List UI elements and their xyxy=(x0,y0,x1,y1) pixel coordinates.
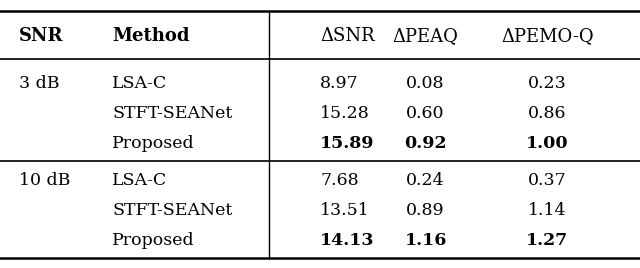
Text: ΔPEMO-Q: ΔPEMO-Q xyxy=(501,27,593,45)
Text: 0.92: 0.92 xyxy=(404,135,447,152)
Text: 15.89: 15.89 xyxy=(320,135,374,152)
Text: 0.89: 0.89 xyxy=(406,202,445,219)
Text: STFT-SEANet: STFT-SEANet xyxy=(112,105,232,122)
Text: ΔPEAQ: ΔPEAQ xyxy=(393,27,458,45)
Text: 0.23: 0.23 xyxy=(528,75,566,92)
Text: 10 dB: 10 dB xyxy=(19,172,70,189)
Text: SNR: SNR xyxy=(19,27,64,45)
Text: LSA-C: LSA-C xyxy=(112,172,167,189)
Text: 13.51: 13.51 xyxy=(320,202,370,219)
Text: 0.08: 0.08 xyxy=(406,75,445,92)
Text: 1.00: 1.00 xyxy=(526,135,568,152)
Text: 1.14: 1.14 xyxy=(528,202,566,219)
Text: 1.27: 1.27 xyxy=(526,232,568,250)
Text: 14.13: 14.13 xyxy=(320,232,374,250)
Text: 0.37: 0.37 xyxy=(528,172,566,189)
Text: Proposed: Proposed xyxy=(112,232,195,250)
Text: 15.28: 15.28 xyxy=(320,105,370,122)
Text: 7.68: 7.68 xyxy=(320,172,358,189)
Text: Proposed: Proposed xyxy=(112,135,195,152)
Text: 3 dB: 3 dB xyxy=(19,75,60,92)
Text: 0.24: 0.24 xyxy=(406,172,445,189)
Text: 0.60: 0.60 xyxy=(406,105,445,122)
Text: LSA-C: LSA-C xyxy=(112,75,167,92)
Text: 8.97: 8.97 xyxy=(320,75,359,92)
Text: ΔSNR: ΔSNR xyxy=(320,27,374,45)
Text: Method: Method xyxy=(112,27,189,45)
Text: STFT-SEANet: STFT-SEANet xyxy=(112,202,232,219)
Text: 0.86: 0.86 xyxy=(528,105,566,122)
Text: 1.16: 1.16 xyxy=(404,232,447,250)
